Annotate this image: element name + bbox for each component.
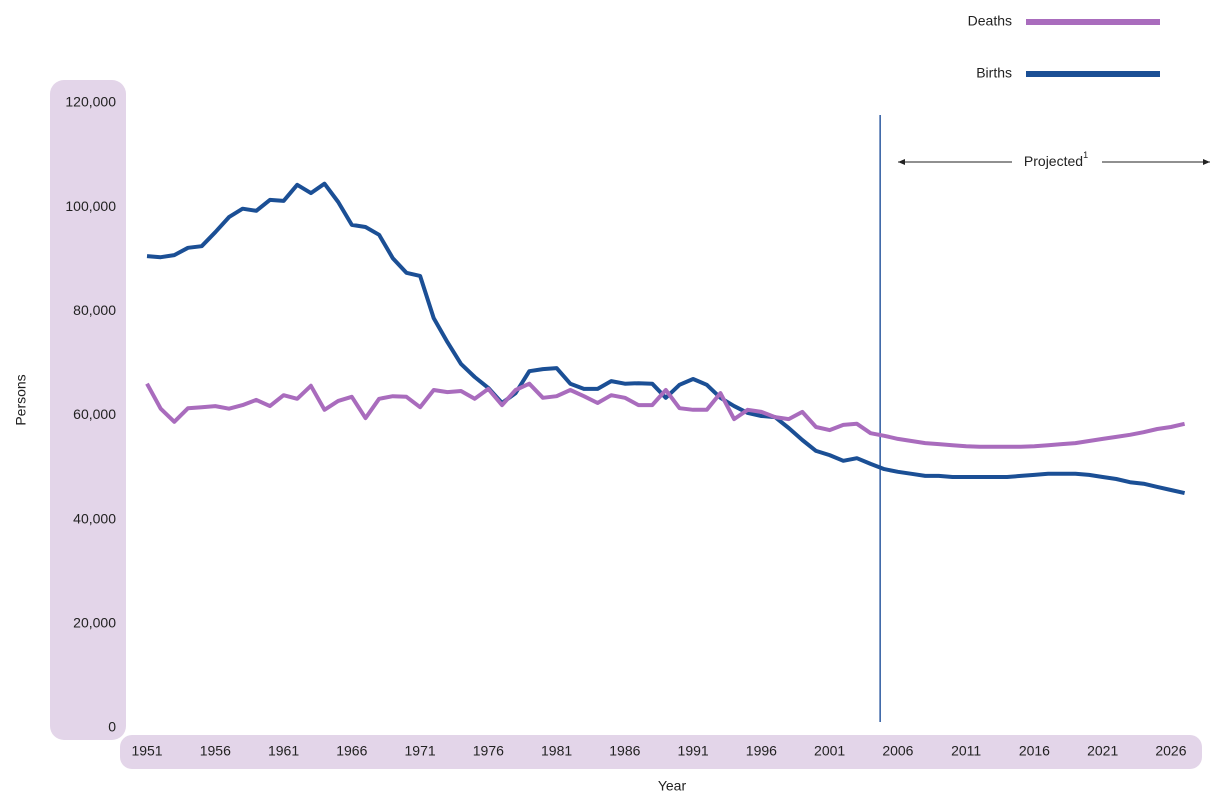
annotation: Projected1 xyxy=(1024,150,1088,168)
x-tick-label: 2001 xyxy=(814,743,845,759)
annotation-text: Projected xyxy=(1024,153,1083,169)
y-tick-label: 120,000 xyxy=(65,94,116,110)
y-tick-label: 80,000 xyxy=(73,302,116,318)
annotation-note: 1 xyxy=(1083,150,1088,160)
x-tick-label: 1991 xyxy=(678,743,709,759)
x-tick-label: 2006 xyxy=(882,743,913,759)
y-tick-label: 0 xyxy=(108,719,116,735)
x-tick-label: 1976 xyxy=(473,743,504,759)
x-tick-label: 1966 xyxy=(336,743,367,759)
x-axis-panel xyxy=(120,735,1202,769)
y-tick-label: 20,000 xyxy=(73,615,116,631)
y-tick-label: 60,000 xyxy=(73,406,116,422)
x-axis-label: Year xyxy=(658,778,687,794)
x-tick-label: 2026 xyxy=(1155,743,1186,759)
legend-label: Births xyxy=(976,65,1012,81)
series-line xyxy=(145,381,1186,449)
x-tick-label: 1951 xyxy=(131,743,162,759)
legend-label: Deaths xyxy=(968,13,1012,29)
x-tick-label: 1981 xyxy=(541,743,572,759)
x-tick-label: 1971 xyxy=(405,743,436,759)
x-tick-label: 2011 xyxy=(951,743,981,759)
x-tick-label: 2021 xyxy=(1087,743,1118,759)
y-tick-label: 40,000 xyxy=(73,510,116,526)
series-line xyxy=(146,181,1186,496)
y-axis-label: Persons xyxy=(13,374,29,425)
y-axis-panel xyxy=(50,80,126,740)
x-tick-label: 1986 xyxy=(609,743,640,759)
x-tick-label: 1956 xyxy=(200,743,231,759)
y-tick-label: 100,000 xyxy=(65,198,116,214)
x-tick-label: 2016 xyxy=(1019,743,1050,759)
x-tick-label: 1996 xyxy=(746,743,777,759)
x-tick-label: 1961 xyxy=(268,743,299,759)
